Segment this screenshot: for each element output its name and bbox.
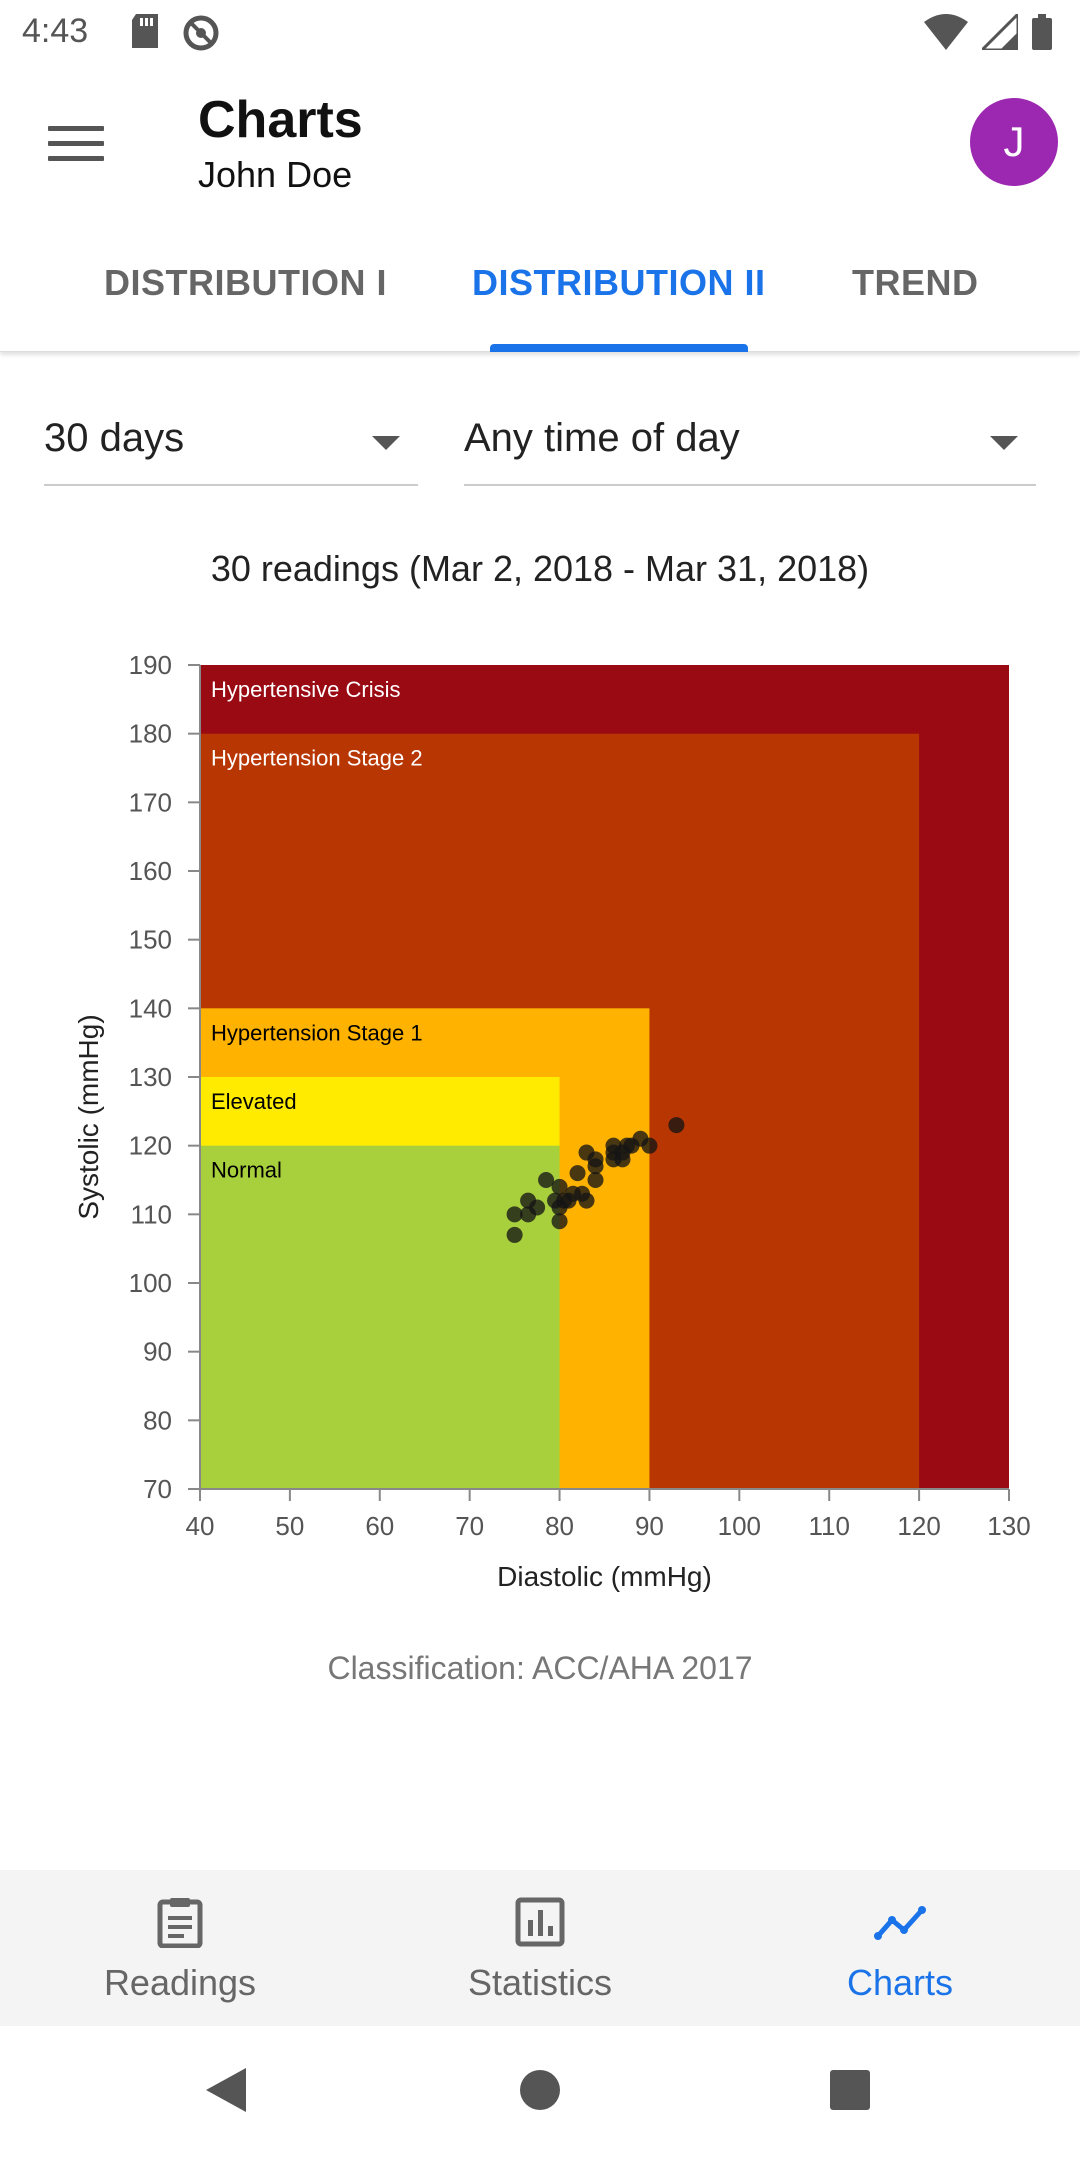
sync-disabled-icon: [183, 15, 219, 51]
readings-summary: 30 readings (Mar 2, 2018 - Mar 31, 2018): [210, 548, 870, 589]
data-point: [551, 1213, 568, 1230]
data-point: [506, 1206, 523, 1223]
time-of-day-dropdown[interactable]: Any time of day: [464, 400, 1036, 486]
y-tick-label: 140: [129, 993, 172, 1023]
app-bar: Charts John Doe J: [0, 66, 1080, 236]
x-tick-label: 100: [718, 1511, 761, 1541]
zone-label-hypertension-stage-2: Hypertension Stage 2: [211, 746, 423, 771]
nav-charts[interactable]: Charts: [720, 1870, 1080, 2026]
time-of-day-value: Any time of day: [464, 416, 740, 460]
nav-statistics-label: Statistics: [467, 1962, 613, 2003]
y-tick-label: 150: [129, 925, 172, 955]
home-icon[interactable]: [518, 2066, 562, 2114]
x-tick-label: 130: [987, 1511, 1030, 1541]
y-tick-label: 170: [129, 787, 172, 817]
data-point: [551, 1178, 568, 1195]
tab-indicator: [490, 344, 748, 352]
sd-card-icon: [132, 14, 158, 48]
page-subtitle: John Doe: [198, 154, 353, 195]
x-tick-label: 110: [808, 1511, 849, 1541]
y-tick-label: 180: [129, 719, 172, 749]
data-point: [587, 1172, 604, 1188]
data-point: [641, 1137, 658, 1154]
data-point: [529, 1199, 546, 1216]
menu-button[interactable]: [48, 126, 104, 174]
nav-readings-label: Readings: [103, 1962, 257, 2003]
classification-note: Classification: ACC/AHA 2017: [327, 1650, 753, 1686]
battery-icon: [1032, 14, 1052, 50]
y-tick-label: 80: [143, 1405, 172, 1435]
y-tick-label: 120: [129, 1131, 172, 1161]
y-tick-label: 110: [131, 1199, 172, 1229]
x-tick-label: 60: [365, 1511, 394, 1541]
zone-label-elevated: Elevated: [211, 1089, 297, 1114]
page-title: Charts: [198, 91, 363, 149]
period-dropdown[interactable]: 30 days: [44, 400, 418, 486]
chevron-down-icon: [372, 436, 400, 450]
y-axis-label: Systolic (mmHg): [73, 1014, 104, 1219]
y-tick-label: 190: [129, 650, 172, 680]
y-tick-label: 160: [129, 856, 172, 886]
y-tick-label: 100: [129, 1268, 172, 1298]
period-value: 30 days: [44, 416, 185, 460]
recents-icon[interactable]: [828, 2066, 872, 2114]
data-point: [506, 1226, 523, 1243]
avatar[interactable]: J: [970, 98, 1058, 186]
signal-icon: [982, 14, 1018, 50]
clipboard-icon: [157, 1898, 203, 1948]
x-tick-label: 40: [186, 1511, 215, 1541]
status-time: 4:43: [22, 12, 89, 50]
nav-charts-label: Charts: [846, 1962, 954, 2003]
data-point: [587, 1151, 604, 1168]
data-point: [578, 1192, 595, 1209]
bar-chart-icon: [515, 1897, 565, 1947]
wifi-icon: [924, 14, 968, 50]
back-icon[interactable]: [204, 2066, 248, 2114]
y-tick-label: 130: [129, 1062, 172, 1092]
chevron-down-icon: [990, 436, 1018, 450]
data-point: [569, 1165, 586, 1182]
data-point: [668, 1117, 685, 1134]
y-tick-label: 70: [143, 1474, 172, 1504]
zone-normal: [200, 1145, 560, 1489]
tab-distribution-i[interactable]: DISTRIBUTION I: [104, 262, 387, 303]
bp-scatter-chart: Hypertensive Crisis Hypertension Stage 2 H…: [73, 650, 1031, 1592]
system-navigation: [0, 2026, 1080, 2160]
x-tick-label: 90: [635, 1511, 664, 1541]
zone-label-hypertension-stage-1: Hypertension Stage 1: [211, 1020, 423, 1045]
x-tick-label: 70: [455, 1511, 484, 1541]
x-tick-label: 120: [897, 1511, 940, 1541]
x-axis-label: Diastolic (mmHg): [497, 1561, 712, 1592]
x-tick-label: 50: [275, 1511, 304, 1541]
data-point: [538, 1172, 555, 1188]
y-tick-label: 90: [143, 1337, 172, 1367]
zone-label-hypertensive-crisis: Hypertensive Crisis: [211, 677, 401, 702]
tab-distribution-ii[interactable]: DISTRIBUTION II: [472, 262, 766, 303]
tab-bar: DISTRIBUTION I DISTRIBUTION II TREND: [0, 236, 1080, 352]
nav-statistics[interactable]: Statistics: [360, 1870, 720, 2026]
nav-readings[interactable]: Readings: [0, 1870, 360, 2026]
line-chart-icon: [874, 1906, 926, 1940]
zone-label-normal: Normal: [211, 1158, 282, 1183]
status-bar: 4:43: [0, 0, 1080, 66]
tab-trend[interactable]: TREND: [852, 262, 979, 303]
bottom-navigation: Readings Statistics Charts: [0, 1870, 1080, 2026]
x-tick-label: 80: [545, 1511, 574, 1541]
